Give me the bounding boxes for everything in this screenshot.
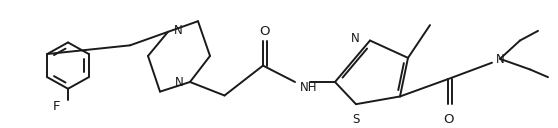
Text: O: O <box>259 25 270 38</box>
Text: N: N <box>496 53 505 66</box>
Text: N: N <box>174 24 183 37</box>
Text: F: F <box>52 100 60 113</box>
Text: N: N <box>175 76 184 89</box>
Text: O: O <box>444 113 454 126</box>
Text: S: S <box>352 113 360 126</box>
Text: NH: NH <box>300 81 318 94</box>
Text: N: N <box>351 32 360 45</box>
